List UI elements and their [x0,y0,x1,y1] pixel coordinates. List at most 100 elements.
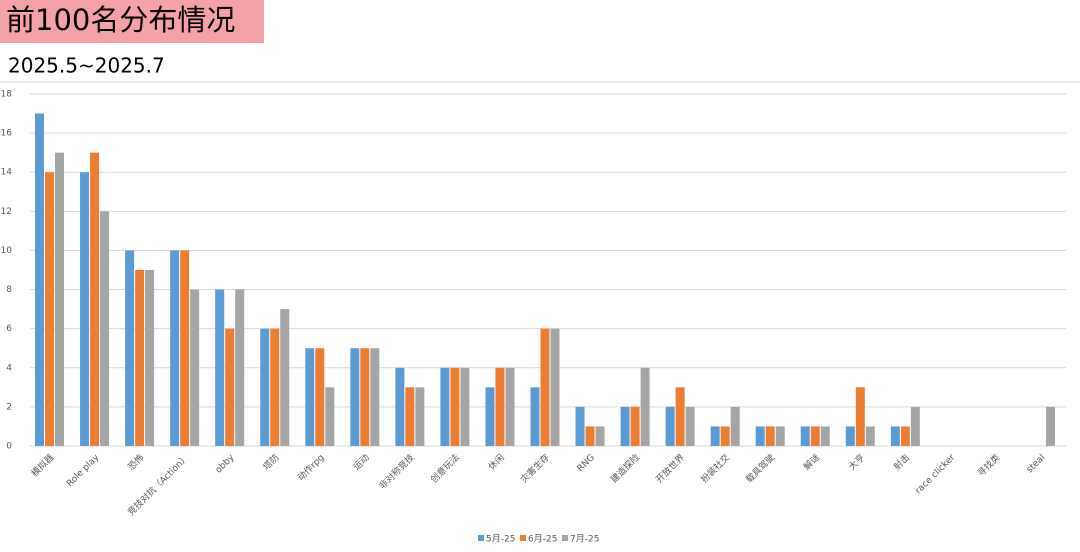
bar [755,426,765,446]
x-tick-label: Role play [65,452,102,489]
chart-title: 前100名分布情况 [6,3,235,37]
bar [820,426,830,446]
bar [665,406,675,446]
bar [505,367,515,446]
bar [710,426,720,446]
bar [80,172,90,446]
bar [235,289,245,446]
bar [170,250,180,446]
bar [45,172,55,446]
bar [810,426,820,446]
x-tick-label: 动作rpg [295,451,327,483]
bar [550,328,560,446]
x-tick-label: steal [1025,453,1047,475]
bar [765,426,775,446]
bar [90,152,100,446]
legend-label: 5月-25 [486,534,515,545]
x-tick-label: 射击 [891,451,912,472]
legend-label: 6月-25 [528,534,557,545]
x-tick-label: 恐怖 [125,451,146,472]
bar [270,328,280,446]
x-tick-label: 灾害生存 [518,451,552,485]
bar [260,328,270,446]
y-tick-label: 14 [1,168,13,178]
x-tick-label: 开放世界 [653,451,687,485]
bar [1045,406,1055,446]
bar [325,387,335,446]
x-tick-label: RNG [576,453,597,474]
y-tick-label: 18 [1,90,13,100]
y-tick-label: 0 [6,442,12,452]
x-tick-label: obby [214,452,237,475]
bar [675,387,685,446]
x-tick-label: 解谜 [801,451,822,472]
bar [460,367,470,446]
y-tick-label: 10 [1,246,13,256]
x-tick-label: 塔防 [260,451,281,472]
bar [315,348,325,446]
bar [145,270,155,446]
bar [190,289,200,446]
bar [855,387,865,446]
bar [280,309,290,446]
bar [395,367,405,446]
legend-swatch [520,535,526,541]
y-tick-label: 4 [6,363,12,373]
bar [595,426,605,446]
bar [620,406,630,446]
bar [180,250,190,446]
bar [685,406,695,446]
bar [225,328,235,446]
bar [35,113,45,447]
y-tick-label: 8 [6,285,12,295]
bar [585,426,595,446]
bar [640,367,650,446]
bar [730,406,740,446]
bar [405,387,415,446]
bar [630,406,640,446]
chart-subtitle: 2025.5~2025.7 [8,54,165,78]
x-tick-label: 建造探险 [608,451,642,485]
bar [440,367,450,446]
bar [720,426,730,446]
bar [900,426,910,446]
y-tick-label: 16 [1,129,13,139]
bar [495,367,505,446]
bar [775,426,785,446]
bar [305,348,315,446]
bar [350,348,360,446]
x-tick-label: 扮装社交 [698,451,732,485]
x-tick-label: 寻找类 [975,451,1003,479]
bar [865,426,875,446]
bar [530,387,540,446]
bar [540,328,550,446]
bar [415,387,425,446]
bar [450,367,460,446]
bar [845,426,855,446]
x-tick-label: 创意玩法 [428,451,462,485]
y-tick-label: 12 [1,207,12,217]
bar [800,426,810,446]
legend-swatch [478,535,484,541]
bar [55,152,65,446]
bar [100,211,110,446]
x-tick-label: 模拟器 [29,451,57,479]
x-tick-label: 非对称竞技 [376,451,416,491]
legend-label: 7月-25 [570,534,599,545]
bar [215,289,225,446]
y-tick-label: 2 [6,402,12,412]
bar [910,406,920,446]
bar [135,270,145,446]
bar [485,387,495,446]
legend-swatch [562,535,568,541]
title-background [0,0,264,43]
bar [125,250,135,446]
x-tick-label: race clicker [914,453,958,497]
bar [890,426,900,446]
x-tick-label: 大亨 [846,451,867,472]
x-tick-label: 载具驾驶 [743,451,777,485]
x-tick-label: 运动 [351,452,372,473]
bar [575,406,585,446]
